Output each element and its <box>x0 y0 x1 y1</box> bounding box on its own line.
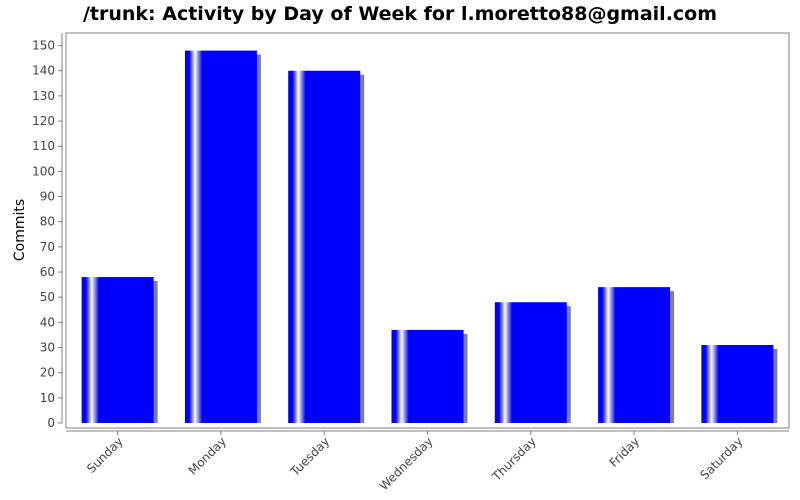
chart-title: /trunk: Activity by Day of Week for l.mo… <box>82 3 718 25</box>
x-tick-label: Monday <box>186 434 229 477</box>
y-tick-label: 150 <box>32 39 55 53</box>
bar <box>701 345 774 423</box>
y-tick-label: 20 <box>40 366 55 380</box>
bar <box>494 302 567 423</box>
y-tick-label: 40 <box>40 315 55 329</box>
y-tick-label: 0 <box>47 416 55 430</box>
y-tick-label: 80 <box>40 215 55 229</box>
y-tick-label: 100 <box>32 164 55 178</box>
y-tick-label: 60 <box>40 265 55 279</box>
x-tick-label: Tuesday <box>287 434 332 479</box>
x-tick-label: Thursday <box>489 434 539 484</box>
bar <box>184 50 257 423</box>
x-tick-label: Sunday <box>84 434 126 476</box>
plot-area: 0 10 20 30 40 50 60 70 80 90 100 110 120 130 140 150 Com… <box>12 32 790 493</box>
y-tick-label: 70 <box>40 240 55 254</box>
y-tick-label: 130 <box>32 89 55 103</box>
y-tick-label: 30 <box>40 341 55 355</box>
x-tick-label: Saturday <box>697 434 745 482</box>
x-tick-label: Wednesday <box>377 434 436 493</box>
y-tick-label: 110 <box>32 139 55 153</box>
plot-border <box>65 32 790 429</box>
y-tick-label: 50 <box>40 290 55 304</box>
bar <box>81 277 154 423</box>
y-axis-label: Commits <box>12 199 28 261</box>
x-tick-label: Friday <box>607 434 643 470</box>
bar <box>288 70 361 423</box>
bar <box>391 329 464 423</box>
y-tick-label: 90 <box>40 190 55 204</box>
bar <box>598 287 671 423</box>
y-tick-label: 10 <box>40 391 55 405</box>
y-tick-label: 120 <box>32 114 55 128</box>
y-tick-label: 140 <box>32 64 55 78</box>
